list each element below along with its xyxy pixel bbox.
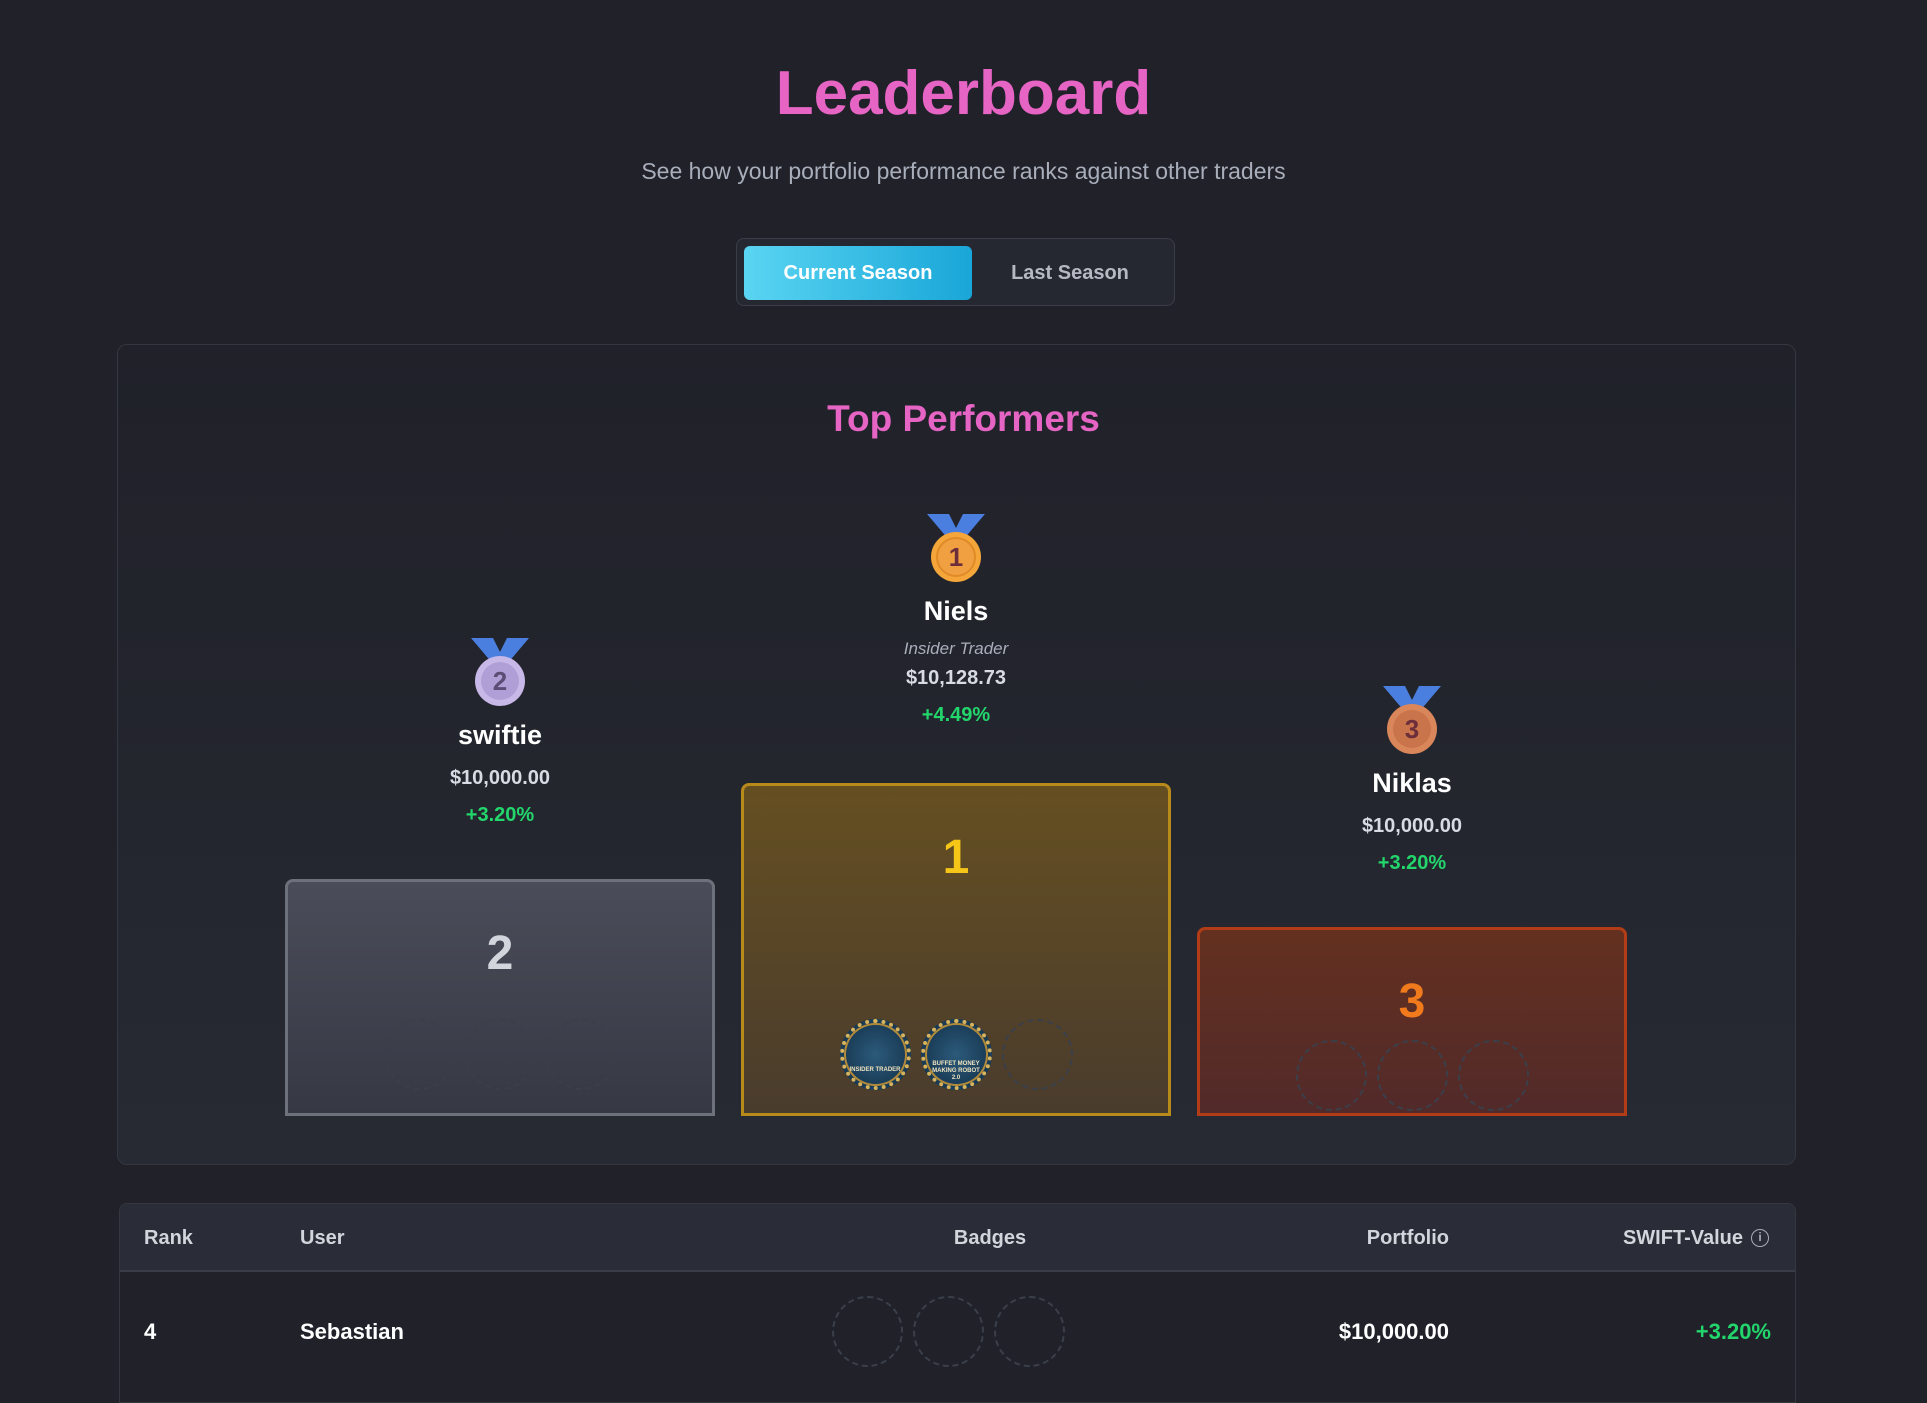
podium-rank: 1 <box>942 831 970 884</box>
top-performers-title: Top Performers <box>827 398 1100 439</box>
col-swift-value-label: SWIFT-Value <box>1622 1227 1743 1249</box>
row-rank: 4 <box>144 1319 157 1344</box>
row-portfolio: $10,000.00 <box>1338 1319 1449 1344</box>
table-header: Rank User Badges Portfolio SWIFT-Value i <box>120 1204 1795 1272</box>
empty-badge-slot <box>832 1296 903 1367</box>
empty-badge-slot <box>1001 1019 1073 1090</box>
empty-badge-slot <box>464 1019 536 1090</box>
svg-text:2: 2 <box>493 666 507 696</box>
podium-info-1: 1 Niels Insider Trader $10,128.73 +4.49% <box>741 512 1171 727</box>
empty-badge-slot <box>913 1296 984 1367</box>
badge-slots <box>288 1019 712 1090</box>
col-rank[interactable]: Rank <box>144 1227 193 1249</box>
empty-badge-slot <box>1295 1040 1367 1111</box>
badge-label: Buffet Money Making Robot 2.0 <box>932 1061 980 1081</box>
badge-slots <box>1200 1040 1624 1111</box>
podium-change: +3.20% <box>465 804 535 826</box>
empty-badge-slot <box>383 1019 455 1090</box>
podium-portfolio: $10,000.00 <box>449 767 551 789</box>
bronze-medal-icon: 3 <box>1377 684 1447 756</box>
leaderboard-table: Rank User Badges Portfolio SWIFT-Value i… <box>119 1203 1796 1403</box>
row-user[interactable]: Sebastian <box>300 1319 404 1344</box>
badge-label: Insider Trader <box>849 1067 901 1073</box>
svg-text:1: 1 <box>949 542 963 572</box>
podium-portfolio: $10,128.73 <box>905 667 1007 689</box>
col-portfolio[interactable]: Portfolio <box>1366 1227 1449 1249</box>
podium-block-1: 1 Insider Trader Buffet Money Making Rob… <box>741 783 1171 1116</box>
empty-badge-slot <box>545 1019 617 1090</box>
svg-text:3: 3 <box>1405 714 1419 744</box>
podium-user-title: Insider Trader <box>903 639 1009 658</box>
podium-portfolio: $10,000.00 <box>1361 815 1463 837</box>
podium-rank: 2 <box>486 927 514 980</box>
podium-block-2: 2 <box>285 879 715 1116</box>
page-title: Leaderboard <box>775 59 1152 128</box>
current-season-button[interactable]: Current Season <box>744 246 972 300</box>
buffet-robot-badge-icon[interactable]: Buffet Money Making Robot 2.0 <box>920 1019 992 1090</box>
col-user[interactable]: User <box>300 1227 345 1249</box>
podium-name[interactable]: Niels <box>923 596 989 626</box>
podium-info-3: 3 Niklas $10,000.00 +3.20% <box>1197 684 1627 875</box>
col-badges: Badges <box>953 1227 1027 1249</box>
silver-medal-icon: 2 <box>465 636 535 708</box>
podium-info-2: 2 swiftie $10,000.00 +3.20% <box>285 636 715 827</box>
podium-rank: 3 <box>1398 975 1426 1028</box>
table-row[interactable]: 4 Sebastian $10,000.00 +3.20% <box>120 1272 1795 1392</box>
badge-slots: Insider Trader Buffet Money Making Robot… <box>744 1019 1168 1090</box>
podium-name[interactable]: swiftie <box>457 720 543 750</box>
season-toggle: Current Season Last Season <box>736 238 1175 306</box>
empty-badge-slot <box>1376 1040 1448 1111</box>
podium-name[interactable]: Niklas <box>1372 768 1452 798</box>
badge-slots <box>120 1296 1795 1367</box>
insider-trader-badge-icon[interactable]: Insider Trader <box>839 1019 911 1090</box>
gold-medal-icon: 1 <box>921 512 991 584</box>
podium-change: +4.49% <box>921 704 991 726</box>
podium-change: +3.20% <box>1377 852 1447 874</box>
col-swift-value[interactable]: SWIFT-Value i <box>1623 1204 1769 1272</box>
last-season-button[interactable]: Last Season <box>1011 262 1129 284</box>
info-circle-icon[interactable]: i <box>1751 1229 1769 1247</box>
empty-badge-slot <box>1457 1040 1529 1111</box>
empty-badge-slot <box>994 1296 1065 1367</box>
podium-block-3: 3 <box>1197 927 1627 1116</box>
row-swift-value: +3.20% <box>1695 1319 1771 1344</box>
page-subtitle: See how your portfolio performance ranks… <box>641 158 1286 184</box>
